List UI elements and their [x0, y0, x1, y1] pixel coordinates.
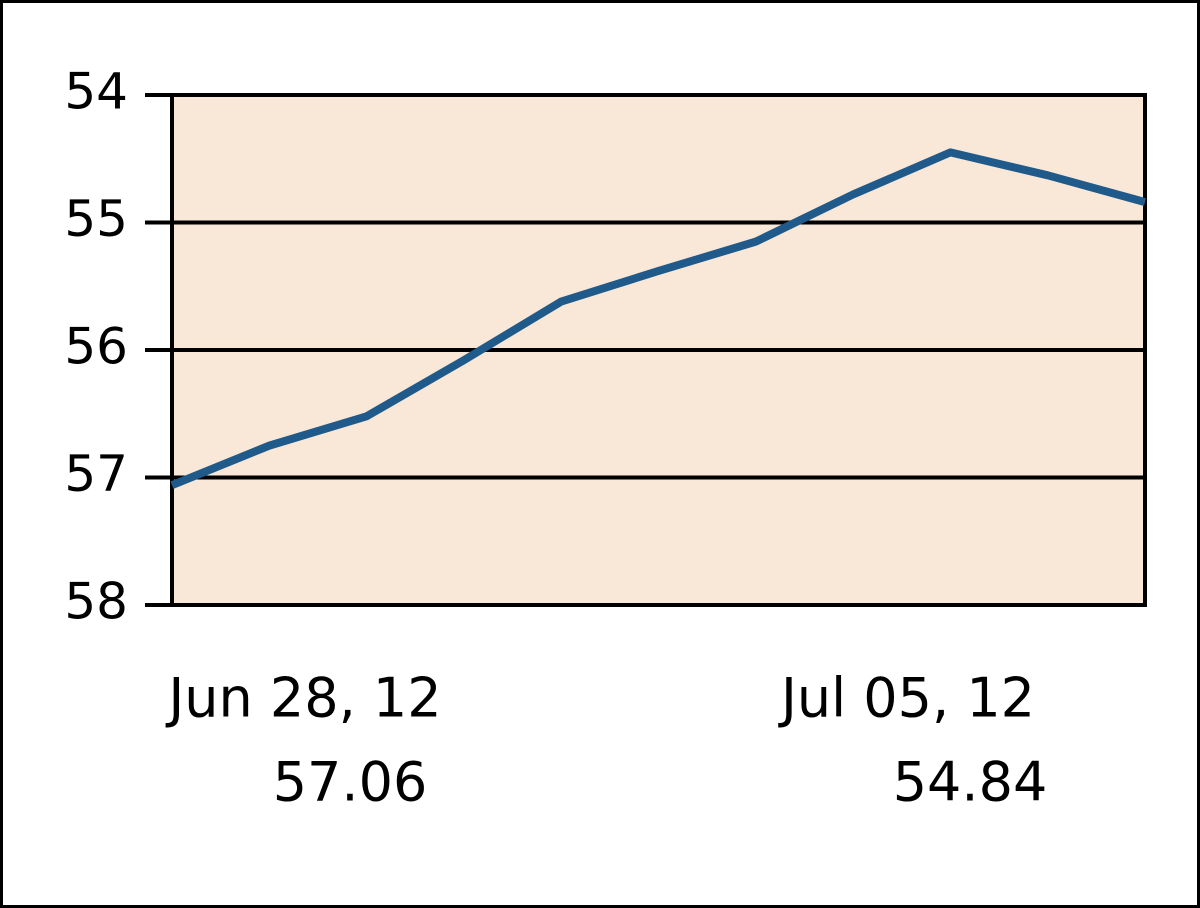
- end-value: 54.84: [893, 751, 1048, 814]
- y-tick-label: 56: [64, 318, 128, 376]
- start-date: Jun 28, 12: [165, 667, 441, 730]
- y-tick-label: 58: [64, 573, 128, 631]
- plot-border: [170, 93, 1147, 607]
- y-tick-label: 57: [64, 445, 128, 503]
- line: [170, 148, 1147, 489]
- start-value: 57.06: [273, 751, 428, 814]
- end-date: Jul 05, 12: [778, 667, 1035, 730]
- y-tick-label: 54: [64, 63, 128, 121]
- y-tick-label: 55: [64, 190, 128, 248]
